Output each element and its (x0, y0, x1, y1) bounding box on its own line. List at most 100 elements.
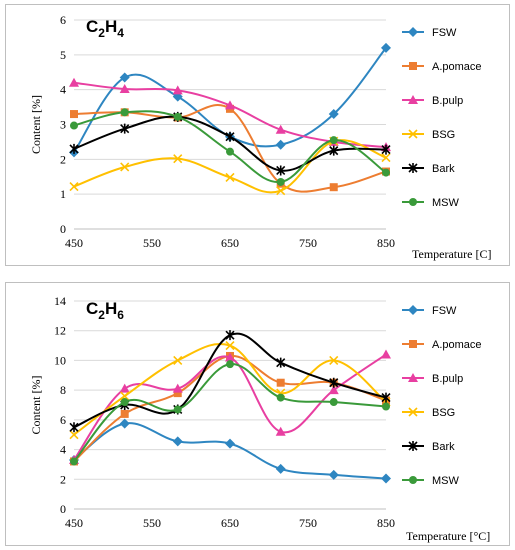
legend-marker-fsw (408, 305, 418, 315)
data-point-bark (276, 357, 286, 368)
data-point-bsg (329, 355, 339, 365)
data-point-a-pomace (173, 389, 182, 398)
data-point-bsg (120, 391, 130, 401)
data-point-bark (276, 165, 286, 176)
x-tick-label: 550 (143, 236, 161, 250)
data-point-msw (120, 108, 129, 117)
y-tick-label: 2 (60, 472, 66, 486)
y-axis-label: Content [%] (29, 95, 43, 154)
legend-label-fsw: FSW (432, 305, 457, 317)
chart-title: C2H6 (86, 299, 124, 322)
data-point-bark (225, 131, 235, 142)
legend-label-bark: Bark (432, 163, 455, 175)
y-tick-label: 12 (54, 324, 66, 338)
y-tick-label: 4 (60, 443, 66, 457)
data-point-bark (69, 422, 79, 433)
data-point-bsg (173, 355, 183, 365)
data-point-fsw (119, 72, 130, 83)
data-point-msw (173, 405, 182, 414)
y-tick-label: 6 (60, 13, 66, 27)
x-tick-label: 450 (65, 236, 83, 250)
legend-marker-bark (408, 163, 418, 173)
y-tick-label: 6 (60, 413, 66, 427)
y-tick-label: 8 (60, 383, 66, 397)
data-point-fsw (381, 473, 391, 484)
data-point-b-pulp (275, 124, 286, 134)
data-point-b-pulp (119, 383, 130, 393)
data-point-bark (381, 144, 391, 155)
data-point-a-pomace (120, 409, 129, 418)
data-point-fsw (119, 418, 130, 429)
data-point-bark (329, 377, 339, 388)
data-point-bsg (225, 172, 235, 183)
data-point-a-pomace (329, 183, 338, 192)
chart-title-part: 2 (98, 26, 105, 40)
y-tick-label: 3 (60, 118, 66, 132)
chart-title-part: C (86, 17, 98, 36)
series-line-fsw (73, 422, 387, 480)
chart-c2h6: 0 2 4 6 8 10 12 14 450 550 650 750 850 Content [%] Tem… (5, 282, 510, 546)
data-point-msw (70, 121, 78, 130)
data-point-a-pomace (276, 378, 285, 387)
data-point-b-pulp (275, 426, 286, 436)
series-line-msw (73, 110, 387, 184)
legend-label-fsw: FSW (432, 27, 457, 39)
legend-marker-fsw (408, 27, 418, 37)
x-axis-label: Temperature [C] (412, 247, 491, 261)
chart-title-part: 4 (117, 26, 124, 40)
legend-marker-a-pomace (409, 62, 417, 70)
data-point-fsw (328, 109, 339, 120)
chart-c2h4-svg: 0 1 2 3 4 5 6 450 550 650 750 850 Content [%] Tempera… (29, 13, 491, 261)
data-point-msw (382, 402, 390, 411)
legend-label-a-pomace: A.pomace (432, 61, 482, 73)
data-point-msw (120, 398, 129, 407)
x-tick-label: 850 (377, 516, 395, 530)
data-point-a-pomace (70, 110, 78, 119)
x-tick-label: 750 (299, 516, 317, 530)
legend-marker-a-pomace (409, 340, 417, 348)
data-point-fsw (275, 463, 286, 474)
data-point-fsw (381, 42, 391, 53)
y-tick-label: 1 (60, 187, 66, 201)
data-point-msw (276, 393, 285, 402)
data-point-b-pulp (69, 77, 79, 87)
data-point-b-pulp (119, 83, 130, 93)
legend-marker-msw (409, 476, 417, 484)
data-point-bsg (173, 154, 183, 164)
x-tick-label: 450 (65, 516, 83, 530)
data-point-fsw (172, 436, 183, 447)
data-point-b-pulp (381, 349, 391, 359)
legend-label-bsg: BSG (432, 129, 455, 141)
data-point-bsg (276, 186, 286, 196)
y-tick-label: 2 (60, 152, 66, 166)
legend-marker-bsg (408, 407, 418, 417)
data-point-bsg (69, 430, 79, 440)
y-tick-label: 10 (54, 353, 66, 367)
chart-title-part: 6 (117, 308, 124, 322)
data-point-bark (225, 330, 235, 341)
legend-marker-b-pulp (408, 373, 418, 382)
data-point-fsw (275, 139, 286, 150)
legend-label-msw: MSW (432, 475, 460, 487)
chart-title-part: 2 (98, 308, 105, 322)
data-point-msw (276, 177, 285, 186)
data-point-bsg (120, 162, 130, 172)
data-point-bark (69, 143, 79, 154)
data-point-msw (382, 168, 390, 177)
x-axis-label: Temperature [°C] (406, 529, 490, 543)
legend-marker-bsg (408, 129, 418, 139)
data-point-fsw (328, 469, 339, 480)
x-tick-label: 650 (221, 516, 239, 530)
legend-marker-bark (408, 441, 418, 451)
chart-title-part: C (86, 299, 98, 318)
x-tick-label: 750 (299, 236, 317, 250)
data-point-b-pulp (225, 352, 235, 362)
chart-c2h4: 0 1 2 3 4 5 6 450 550 650 750 850 Content [%] Tempera… (5, 4, 510, 266)
legend-marker-b-pulp (408, 95, 418, 104)
legend-marker-msw (409, 198, 417, 206)
data-point-msw (329, 398, 338, 407)
legend-label-b-pulp: B.pulp (432, 95, 463, 107)
data-point-b-pulp (172, 383, 183, 393)
data-point-bsg (225, 341, 235, 351)
x-tick-label: 850 (377, 236, 395, 250)
